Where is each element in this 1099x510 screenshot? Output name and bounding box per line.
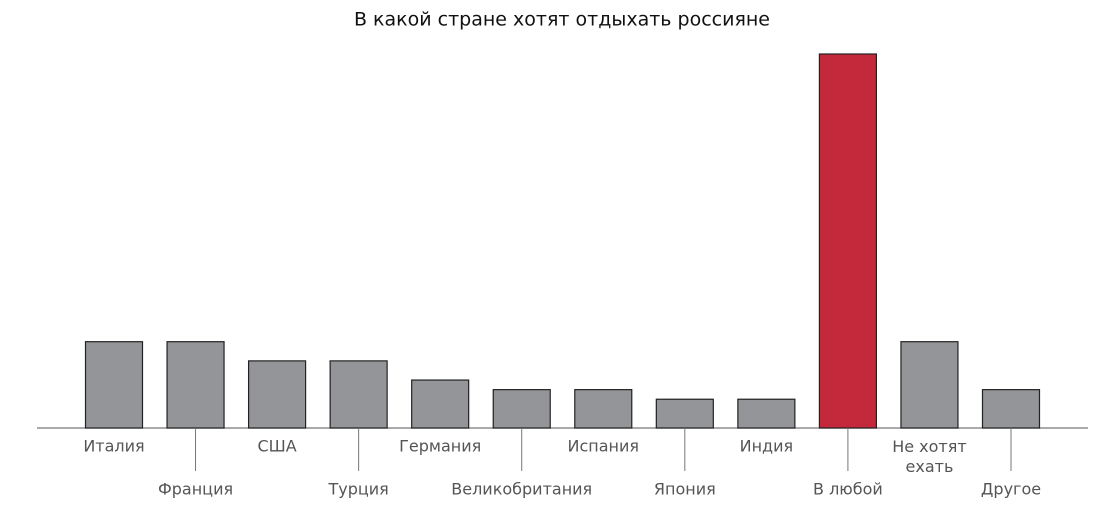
x-tick-label: В любой bbox=[813, 480, 883, 499]
bar bbox=[818, 53, 878, 429]
label-line: Не хотят bbox=[892, 437, 966, 456]
bar bbox=[492, 389, 551, 429]
bar bbox=[655, 398, 714, 429]
x-tick-label: Германия bbox=[399, 437, 481, 456]
bar bbox=[166, 341, 225, 429]
x-tick-label: Не хотят ехать bbox=[892, 437, 966, 476]
x-tick-label: США bbox=[257, 437, 296, 456]
x-tick-label: Турция bbox=[327, 480, 388, 499]
bar bbox=[737, 398, 796, 429]
chart-title: В какой стране хотят отдыхать россияне bbox=[354, 9, 770, 31]
x-tick-label: Индия bbox=[740, 437, 794, 456]
bar bbox=[981, 389, 1041, 429]
x-tick-label: Франция bbox=[158, 480, 233, 499]
x-tick-label: Другое bbox=[981, 480, 1041, 499]
bar bbox=[411, 379, 470, 429]
x-tick-label: Великобритания bbox=[451, 480, 592, 499]
x-tick-label: Италия bbox=[83, 437, 144, 456]
bar bbox=[84, 341, 144, 429]
x-tick-label: Япония bbox=[654, 480, 716, 499]
bar bbox=[574, 389, 633, 429]
bar bbox=[329, 360, 388, 429]
bar bbox=[900, 341, 959, 429]
bar bbox=[247, 360, 307, 429]
x-tick-label: Испания bbox=[568, 437, 640, 456]
label-line: ехать bbox=[906, 457, 954, 476]
